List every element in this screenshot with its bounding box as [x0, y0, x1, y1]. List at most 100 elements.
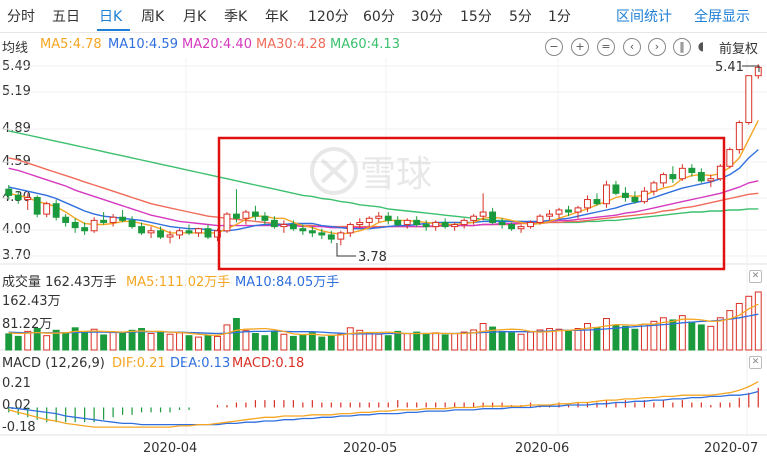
vol_ma5-line [8, 303, 759, 336]
candle-body [384, 215, 392, 221]
tab-30min[interactable]: 30分 [411, 9, 443, 25]
tab-15min[interactable]: 15分 [460, 9, 492, 25]
volume-bar [242, 330, 250, 351]
fullscreen-button[interactable]: 全屏显示 [694, 9, 750, 25]
candle-body [356, 221, 364, 226]
ma60-legend: MA60:4.13 [330, 37, 400, 52]
volume-bar [659, 317, 667, 351]
candle-body [631, 196, 639, 203]
candle-body [100, 219, 108, 223]
adjust-dropdown-icon[interactable]: ◖ [697, 39, 705, 53]
candle-body [138, 226, 146, 234]
macd-panel [8, 381, 759, 428]
candle-body [337, 232, 345, 240]
volume-bar [356, 329, 364, 351]
tab-60min[interactable]: 60分 [363, 9, 395, 25]
tab-weekly-k[interactable]: 周K [141, 9, 165, 25]
highlight-box [217, 136, 726, 271]
candle-body [678, 167, 686, 180]
volume-bar [527, 331, 534, 351]
tab-120min[interactable]: 120分 [308, 9, 349, 25]
tab-5min[interactable]: 5分 [509, 9, 532, 25]
volume-bar [109, 331, 117, 351]
scroll-right-button[interactable]: › [648, 38, 666, 56]
candle-body [289, 224, 297, 230]
volume-ma-lines [8, 303, 759, 336]
zoom-in-button[interactable]: + [571, 38, 589, 56]
ma60-line [8, 130, 759, 224]
volume-bar [147, 333, 155, 351]
tab-five-day[interactable]: 五日 [52, 9, 80, 25]
low-price-label: 3.78 [358, 250, 387, 265]
volume-bar [403, 333, 411, 351]
candle-body [498, 221, 506, 226]
candle-body [204, 228, 212, 238]
tab-intraday[interactable]: 分时 [7, 9, 35, 25]
volume-bar [678, 315, 686, 351]
volume-bar [327, 335, 335, 351]
volume-bar [270, 330, 278, 351]
volume-bar [14, 335, 22, 351]
tab-quarterly-k[interactable]: 季K [224, 9, 248, 25]
candle-body [62, 216, 70, 223]
candle-body [308, 230, 316, 234]
volume-bar [603, 317, 610, 351]
volume-bar [318, 336, 326, 351]
candle-body [176, 230, 183, 236]
volume-bar [574, 328, 582, 351]
high-price-label: 5.41 [715, 60, 744, 75]
candle-body [584, 199, 591, 209]
ma20-line [8, 167, 759, 229]
zoom-out-button[interactable]: − [545, 38, 563, 56]
candle-body [251, 211, 259, 217]
candle-body [527, 221, 534, 228]
ma10-line [8, 149, 759, 232]
volume-bar [138, 328, 146, 351]
volume-bar [90, 328, 98, 351]
candle-body [546, 213, 553, 217]
price-tick: 4.30 [2, 190, 31, 205]
volume-bar [479, 323, 487, 351]
tab-yearly-k[interactable]: 年K [265, 9, 289, 25]
candle-body [754, 66, 762, 77]
dif-line [8, 381, 759, 428]
price-tick: 3.70 [2, 248, 31, 263]
volume-bar [195, 336, 202, 351]
scroll-left-button[interactable]: ‹ [623, 38, 641, 56]
reset-button[interactable]: = [597, 38, 615, 56]
pause-button[interactable]: ‖ [673, 38, 691, 56]
volume-bar [62, 332, 70, 351]
candle-body [413, 219, 421, 226]
price-tick: 4.59 [2, 154, 31, 169]
candle-body [432, 221, 440, 228]
candle-body [327, 234, 335, 240]
volume-bar [754, 291, 762, 351]
vol_ma10-line [8, 313, 759, 335]
volume-bar [100, 334, 108, 351]
price-adjust-selector[interactable]: 前复权 [719, 42, 759, 57]
close-volume-icon[interactable]: ✕ [749, 270, 762, 283]
volume-bar [650, 320, 658, 351]
tab-monthly-k[interactable]: 月K [183, 9, 207, 25]
candle-body [403, 219, 411, 226]
close-macd-icon[interactable]: ✕ [749, 356, 762, 369]
macd-value-legend: MACD:0.18 [232, 356, 305, 371]
volume-bar [337, 333, 345, 351]
volume-bar [441, 334, 449, 351]
candle-body [394, 219, 402, 226]
candle-body [242, 211, 250, 219]
candle-body [650, 182, 658, 192]
volume-bar [451, 333, 459, 351]
tab-daily-k[interactable]: 日K [99, 9, 123, 25]
volume-bar [517, 333, 525, 351]
volume-bar [422, 333, 430, 351]
volume-bar [52, 329, 60, 351]
volume-title: 成交量 162.43万手 [2, 275, 117, 290]
range-stats-button[interactable]: 区间统计 [616, 9, 672, 25]
candle-body [574, 207, 582, 213]
macd-dea-legend: DEA:0.13 [170, 356, 231, 371]
candle-body [555, 209, 563, 215]
tab-1min[interactable]: 1分 [548, 9, 571, 25]
candle-body [612, 184, 620, 194]
